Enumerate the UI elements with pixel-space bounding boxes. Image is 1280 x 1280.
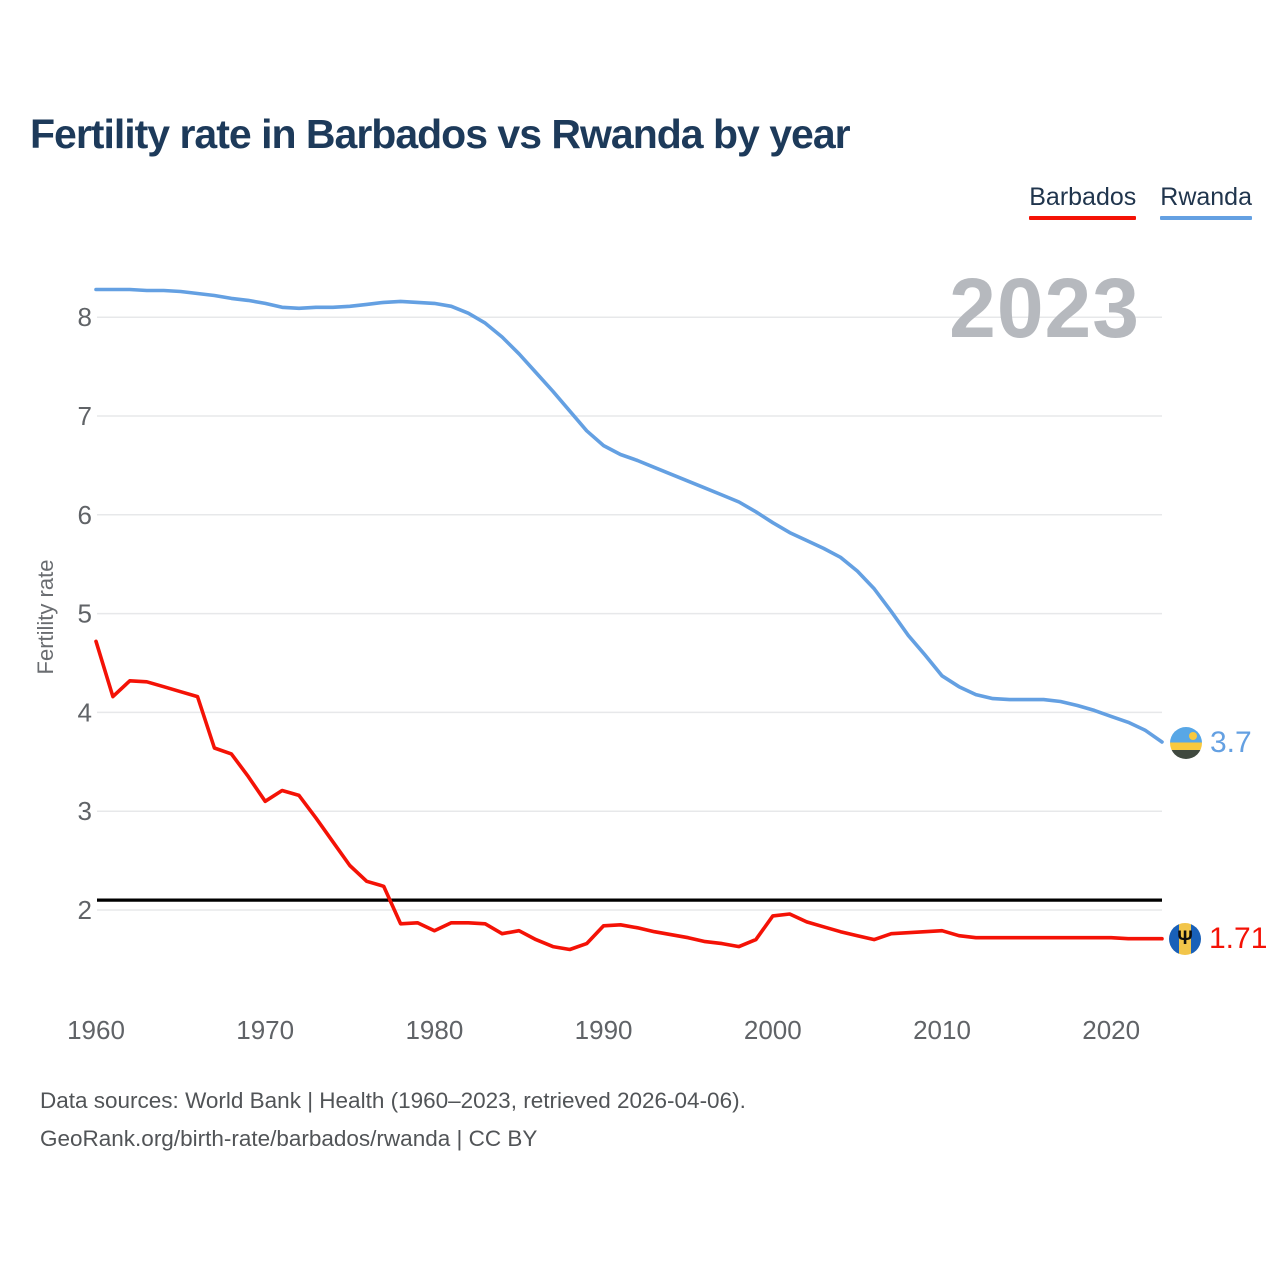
rwanda-end-value: 3.7 xyxy=(1210,726,1252,759)
data-sources-line: Data sources: World Bank | Health (1960–… xyxy=(40,1088,746,1113)
barbados-end-value: 1.71 xyxy=(1209,922,1268,955)
georank-url-line: GeoRank.org/birth-rate/barbados/rwanda |… xyxy=(40,1126,538,1151)
legend-label-barbados: Barbados xyxy=(1029,183,1137,211)
y-tick-label: 4 xyxy=(78,697,92,727)
y-tick-label: 3 xyxy=(78,796,92,826)
x-tick-label: 2020 xyxy=(1082,1015,1140,1045)
legend-underline-rwanda xyxy=(1160,216,1252,220)
x-tick-label: 1980 xyxy=(405,1015,463,1045)
source-attribution: Data sources: World Bank | Health (1960–… xyxy=(40,1082,746,1158)
y-tick-label: 6 xyxy=(78,500,92,530)
x-tick-label: 1990 xyxy=(575,1015,633,1045)
y-tick-label: 5 xyxy=(78,599,92,629)
legend: Barbados Rwanda xyxy=(1029,183,1252,220)
legend-underline-barbados xyxy=(1029,216,1137,220)
x-tick-label: 2000 xyxy=(744,1015,802,1045)
y-tick-label: 2 xyxy=(78,895,92,925)
rwanda-flag-sun xyxy=(1189,732,1197,740)
barbados-flag-icon: Ψ xyxy=(1169,923,1201,955)
end-label-barbados: Ψ 1.71 xyxy=(1169,922,1267,956)
x-tick-label: 1970 xyxy=(236,1015,294,1045)
rwanda-flag-icon xyxy=(1170,727,1202,759)
x-tick-label: 2010 xyxy=(913,1015,971,1045)
legend-label-rwanda: Rwanda xyxy=(1160,183,1252,211)
end-label-rwanda: 3.7 xyxy=(1170,726,1252,760)
series-line-rwanda[interactable] xyxy=(94,287,1164,744)
legend-item-rwanda[interactable]: Rwanda xyxy=(1160,183,1252,220)
page-title: Fertility rate in Barbados vs Rwanda by … xyxy=(30,111,851,157)
x-tick-label: 1960 xyxy=(67,1015,125,1045)
y-tick-label: 7 xyxy=(78,401,92,431)
barbados-trident-icon: Ψ xyxy=(1177,928,1193,949)
legend-item-barbados[interactable]: Barbados xyxy=(1029,183,1137,220)
y-tick-label: 8 xyxy=(78,302,92,332)
year-watermark: 2023 xyxy=(949,261,1140,355)
series-line-barbados[interactable] xyxy=(94,639,1164,952)
